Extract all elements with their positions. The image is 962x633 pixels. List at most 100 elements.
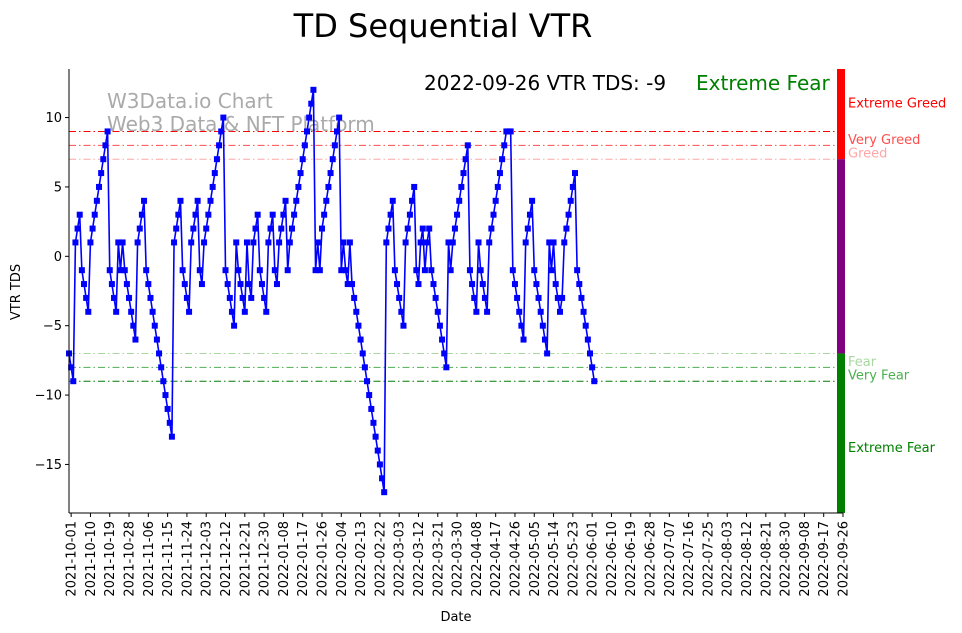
x-tick-label: 2022-02-22: [373, 521, 388, 597]
data-point: [336, 114, 343, 121]
data-point: [488, 225, 495, 232]
data-point: [376, 461, 383, 468]
x-tick-label: 2021-10-19: [103, 521, 118, 597]
data-point: [466, 267, 473, 274]
data-point: [589, 364, 596, 371]
data-point: [411, 183, 418, 190]
x-tick-label: 2022-07-16: [682, 521, 697, 597]
x-tick-label: 2022-05-05: [528, 521, 543, 597]
data-point: [516, 308, 523, 315]
data-point: [391, 267, 398, 274]
x-tick-label: 2022-03-30: [451, 521, 466, 597]
data-point: [370, 419, 377, 426]
data-point: [552, 281, 559, 288]
data-point: [258, 281, 265, 288]
data-point: [177, 197, 184, 204]
data-point: [194, 197, 201, 204]
data-point: [282, 197, 289, 204]
data-point: [325, 183, 332, 190]
data-point: [419, 225, 426, 232]
zone-label-2: Greed: [848, 147, 887, 162]
data-point: [113, 308, 120, 315]
data-point: [237, 281, 244, 288]
data-point: [492, 197, 499, 204]
data-point: [554, 294, 561, 301]
data-point: [451, 225, 458, 232]
x-tick-label: 2022-09-17: [817, 521, 832, 597]
x-tick-label: 2022-06-01: [586, 521, 601, 597]
data-point: [426, 225, 433, 232]
data-point: [511, 281, 518, 288]
data-point: [85, 308, 92, 315]
data-point: [312, 267, 319, 274]
data-point: [241, 308, 248, 315]
data-point: [346, 239, 353, 246]
data-point: [520, 336, 527, 343]
data-point: [226, 294, 233, 301]
data-point: [168, 433, 175, 440]
data-point: [284, 267, 291, 274]
y-tick-label: 5: [54, 180, 62, 195]
data-point: [368, 405, 375, 412]
data-point: [372, 433, 379, 440]
data-point: [529, 197, 536, 204]
data-point: [327, 170, 334, 177]
data-point: [546, 239, 553, 246]
x-tick-label: 2022-07-25: [701, 521, 716, 597]
data-point: [357, 336, 364, 343]
data-point: [441, 350, 448, 357]
data-point: [578, 294, 585, 301]
data-point: [436, 322, 443, 329]
data-point: [87, 239, 94, 246]
zone-label-4: Very Fear: [848, 369, 910, 384]
data-point: [263, 308, 270, 315]
data-point: [74, 225, 81, 232]
data-point: [288, 225, 295, 232]
data-point: [428, 267, 435, 274]
data-point: [91, 211, 98, 218]
data-point: [424, 239, 431, 246]
x-tick-label: 2021-12-30: [258, 521, 273, 597]
x-tick-label: 2022-08-30: [779, 521, 794, 597]
data-point: [121, 267, 128, 274]
data-point: [147, 294, 154, 301]
data-point: [89, 225, 96, 232]
data-point: [379, 475, 386, 482]
data-point: [188, 239, 195, 246]
x-tick-label: 2022-03-21: [431, 521, 446, 597]
data-point: [291, 211, 298, 218]
data-point: [179, 267, 186, 274]
data-point: [385, 225, 392, 232]
data-point: [406, 211, 413, 218]
x-axis-title: Date: [440, 610, 471, 625]
data-point: [267, 225, 274, 232]
data-point: [98, 170, 105, 177]
data-point: [526, 211, 533, 218]
data-point: [293, 197, 300, 204]
data-point: [477, 267, 484, 274]
data-point: [106, 267, 113, 274]
data-point: [100, 156, 107, 163]
data-point: [544, 350, 551, 357]
x-tick-label: 2021-12-12: [219, 521, 234, 597]
x-tick-label: 2022-02-13: [354, 521, 369, 597]
data-point: [490, 211, 497, 218]
data-point: [364, 378, 371, 385]
data-point: [273, 281, 280, 288]
data-point: [271, 267, 278, 274]
data-point: [460, 170, 467, 177]
data-point: [548, 267, 555, 274]
x-tick-label: 2022-09-08: [798, 521, 813, 597]
data-point: [501, 142, 508, 149]
data-point: [522, 239, 529, 246]
x-tick-label: 2021-11-24: [180, 521, 195, 597]
zone-label-5: Extreme Fear: [848, 441, 936, 456]
data-point: [72, 239, 79, 246]
data-point: [183, 294, 190, 301]
status-state: Extreme Fear: [696, 71, 831, 95]
data-point: [158, 364, 165, 371]
data-point: [303, 128, 310, 135]
y-tick-label: 10: [45, 111, 62, 126]
data-point: [246, 281, 253, 288]
data-point: [349, 281, 356, 288]
